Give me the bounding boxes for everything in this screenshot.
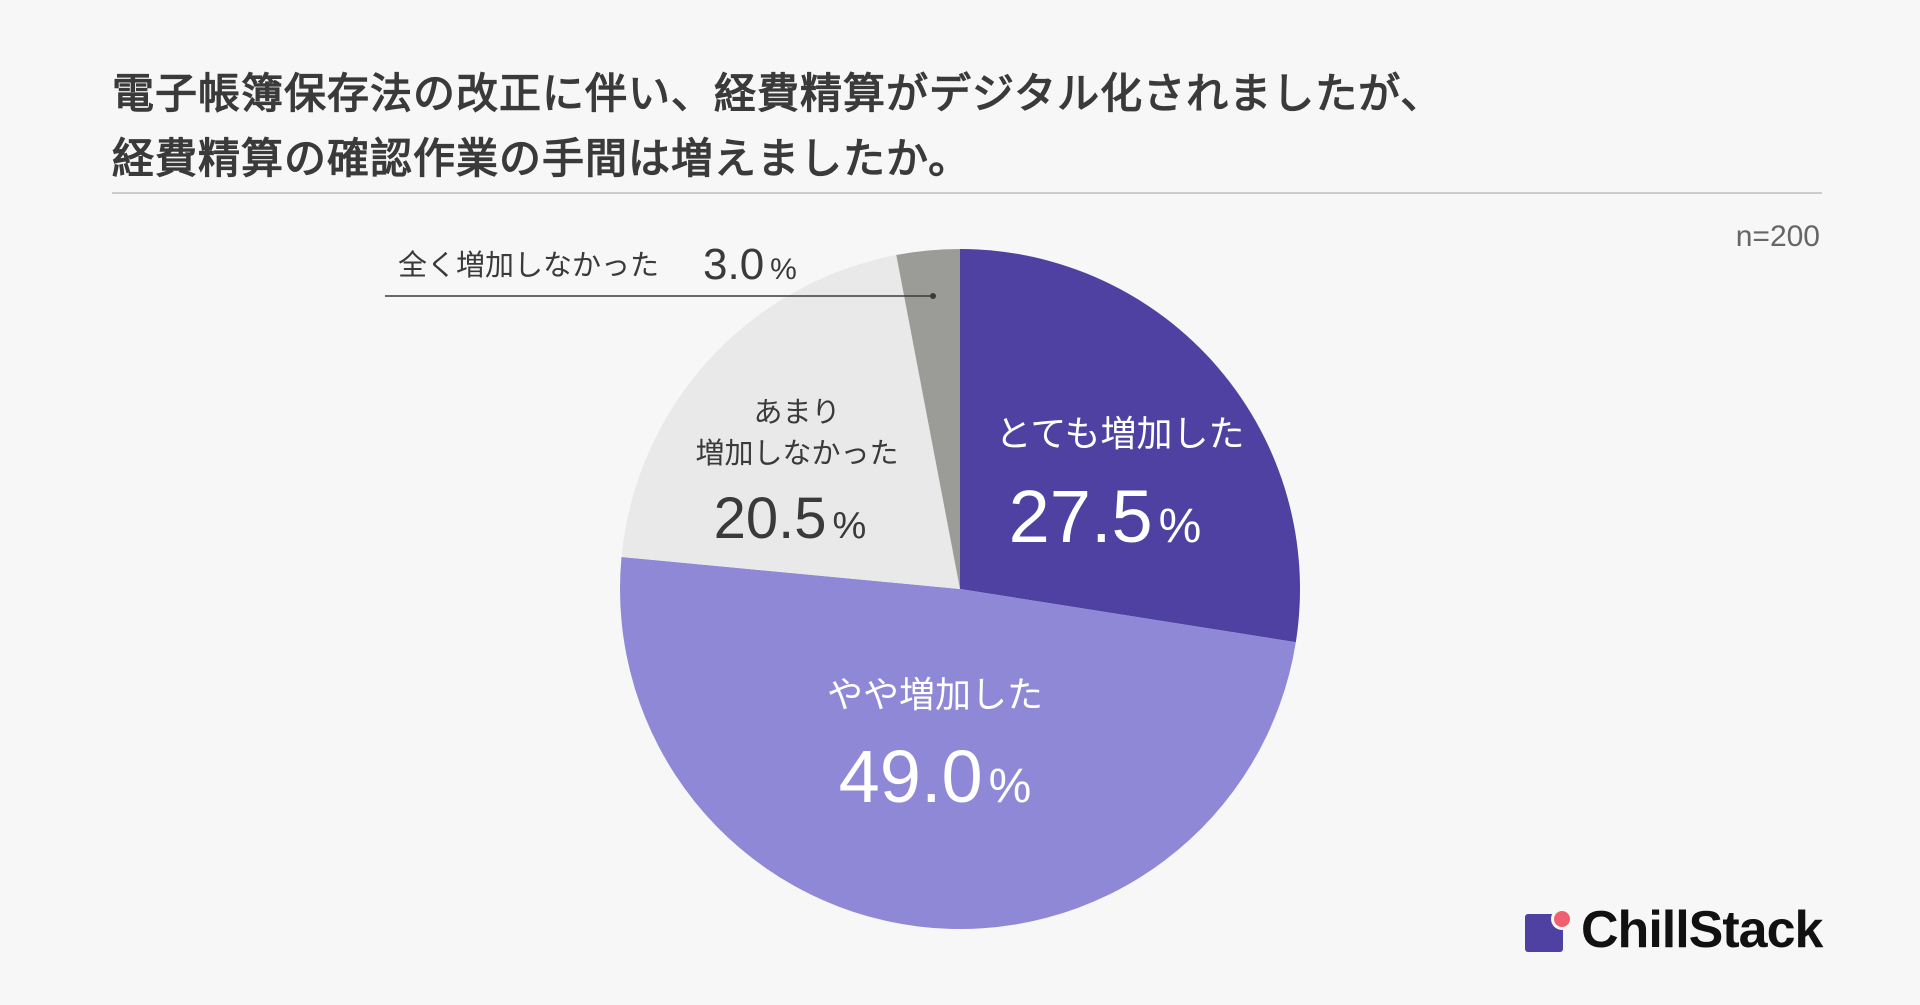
logo-text: ChillStack	[1581, 901, 1823, 959]
logo-mark-icon	[1525, 908, 1573, 952]
chart-title-line-1: 電子帳簿保存法の改正に伴い、経費精算がデジタル化されましたが、	[112, 69, 1444, 118]
sample-size: n=200	[1735, 220, 1820, 253]
slice-2-value: 49.0%	[839, 735, 1032, 818]
title-divider	[112, 192, 1822, 194]
pie-slice-2	[619, 557, 1296, 930]
slice-1-value: 27.5%	[1009, 475, 1202, 558]
chillstack-logo: ChillStack	[1525, 900, 1823, 960]
slice-1-label: とても増加した	[995, 414, 1244, 455]
pie-slice-1	[960, 249, 1300, 643]
pie-slice-4	[896, 249, 960, 589]
slice-4-callout-dot	[930, 293, 936, 299]
chart-title-line-2: 経費精算の確認作業の手間は増えましたか。	[112, 134, 972, 183]
slice-4-value: 3.0%	[703, 240, 797, 289]
slice-3-label-line-1: あまり	[753, 395, 840, 429]
slice-3-label-line-2: 増加しなかった	[695, 436, 898, 470]
slice-3-value: 20.5%	[714, 486, 867, 551]
slice-2-label: やや増加した	[827, 675, 1043, 716]
pie-slice-3	[621, 255, 960, 589]
slice-4-label: 全く増加しなかった	[398, 248, 659, 282]
